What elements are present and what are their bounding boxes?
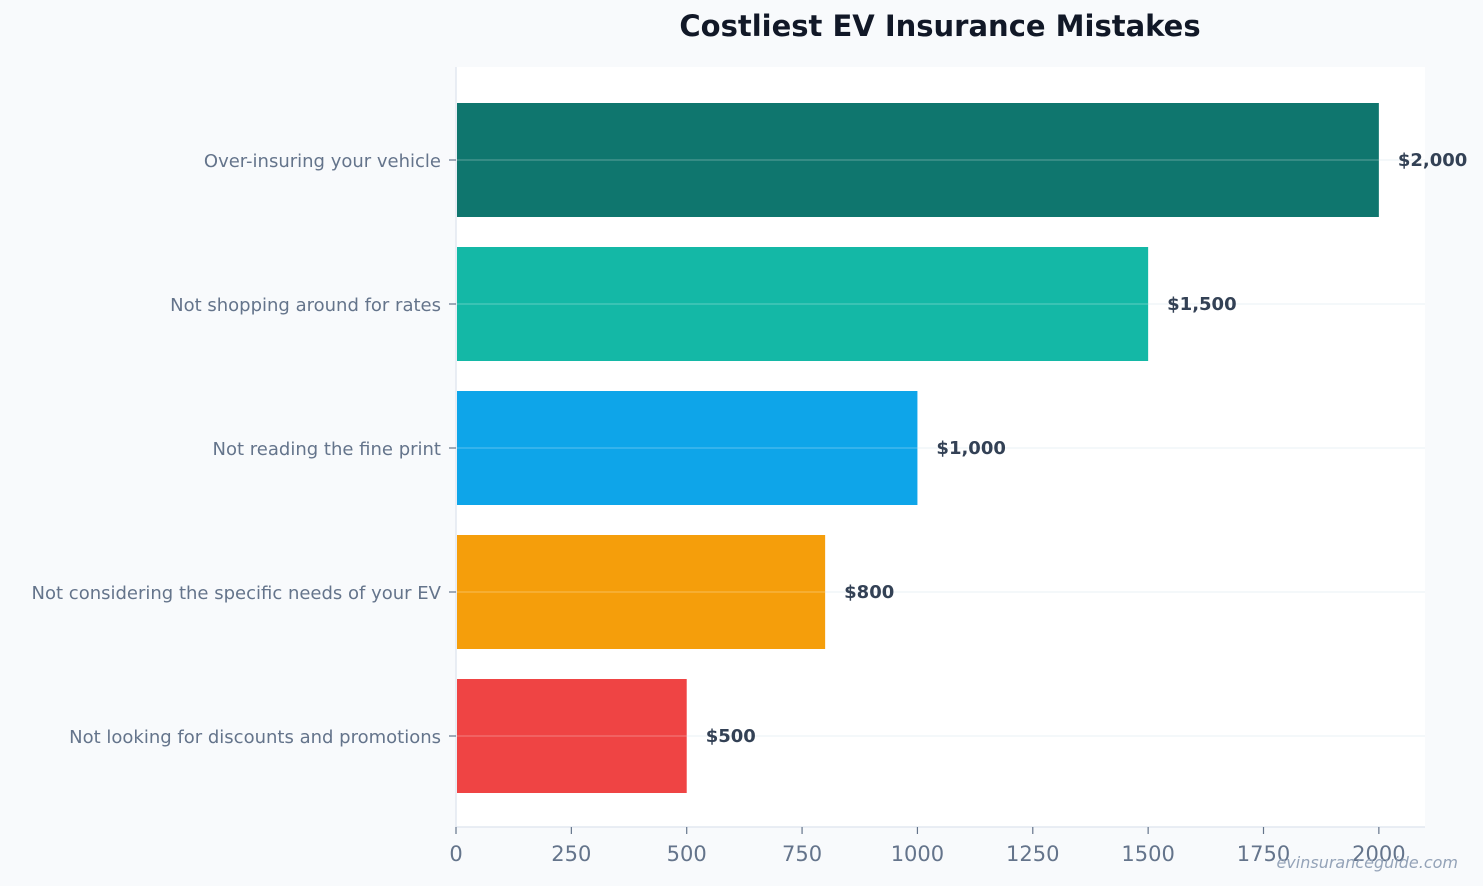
x-tick-label: 2000 xyxy=(1352,842,1405,866)
watermark-text: evinsuranceguide.com xyxy=(1276,853,1458,872)
category-label: Not reading the fine print xyxy=(213,439,441,460)
value-label: $2,000 xyxy=(1398,150,1467,171)
chart-title: Costliest EV Insurance Mistakes xyxy=(679,9,1200,43)
bar xyxy=(457,103,1379,217)
value-label: $1,500 xyxy=(1167,294,1236,315)
x-tick-label: 250 xyxy=(551,842,591,866)
bar xyxy=(457,391,918,505)
value-label: $800 xyxy=(844,582,894,603)
x-tick-label: 1750 xyxy=(1237,842,1290,866)
category-labels: Over-insuring your vehicle Not shopping a… xyxy=(32,151,456,748)
bar-center-lines xyxy=(456,159,1379,737)
category-label: Not looking for discounts and promotions xyxy=(69,727,441,748)
x-tick-label: 1000 xyxy=(891,842,944,866)
value-label: $500 xyxy=(706,726,756,747)
x-tick-label: 1250 xyxy=(1006,842,1059,866)
bars xyxy=(457,103,1379,793)
category-label: Over-insuring your vehicle xyxy=(204,151,441,172)
bar xyxy=(457,535,826,649)
bar xyxy=(457,679,687,793)
x-tick-label: 500 xyxy=(667,842,707,866)
value-label: $1,000 xyxy=(936,438,1005,459)
x-tick-label: 0 xyxy=(449,842,462,866)
value-labels: $2,000 $1,500 $1,000 $800 $500 xyxy=(706,150,1468,747)
x-axis-ticks: 0 250 500 750 1000 1250 1500 1750 2000 xyxy=(449,827,1406,866)
category-label: Not considering the specific needs of yo… xyxy=(32,583,442,604)
bar xyxy=(457,247,1149,361)
category-label: Not shopping around for rates xyxy=(170,295,441,316)
x-tick-label: 750 xyxy=(782,842,822,866)
x-tick-label: 1500 xyxy=(1121,842,1174,866)
